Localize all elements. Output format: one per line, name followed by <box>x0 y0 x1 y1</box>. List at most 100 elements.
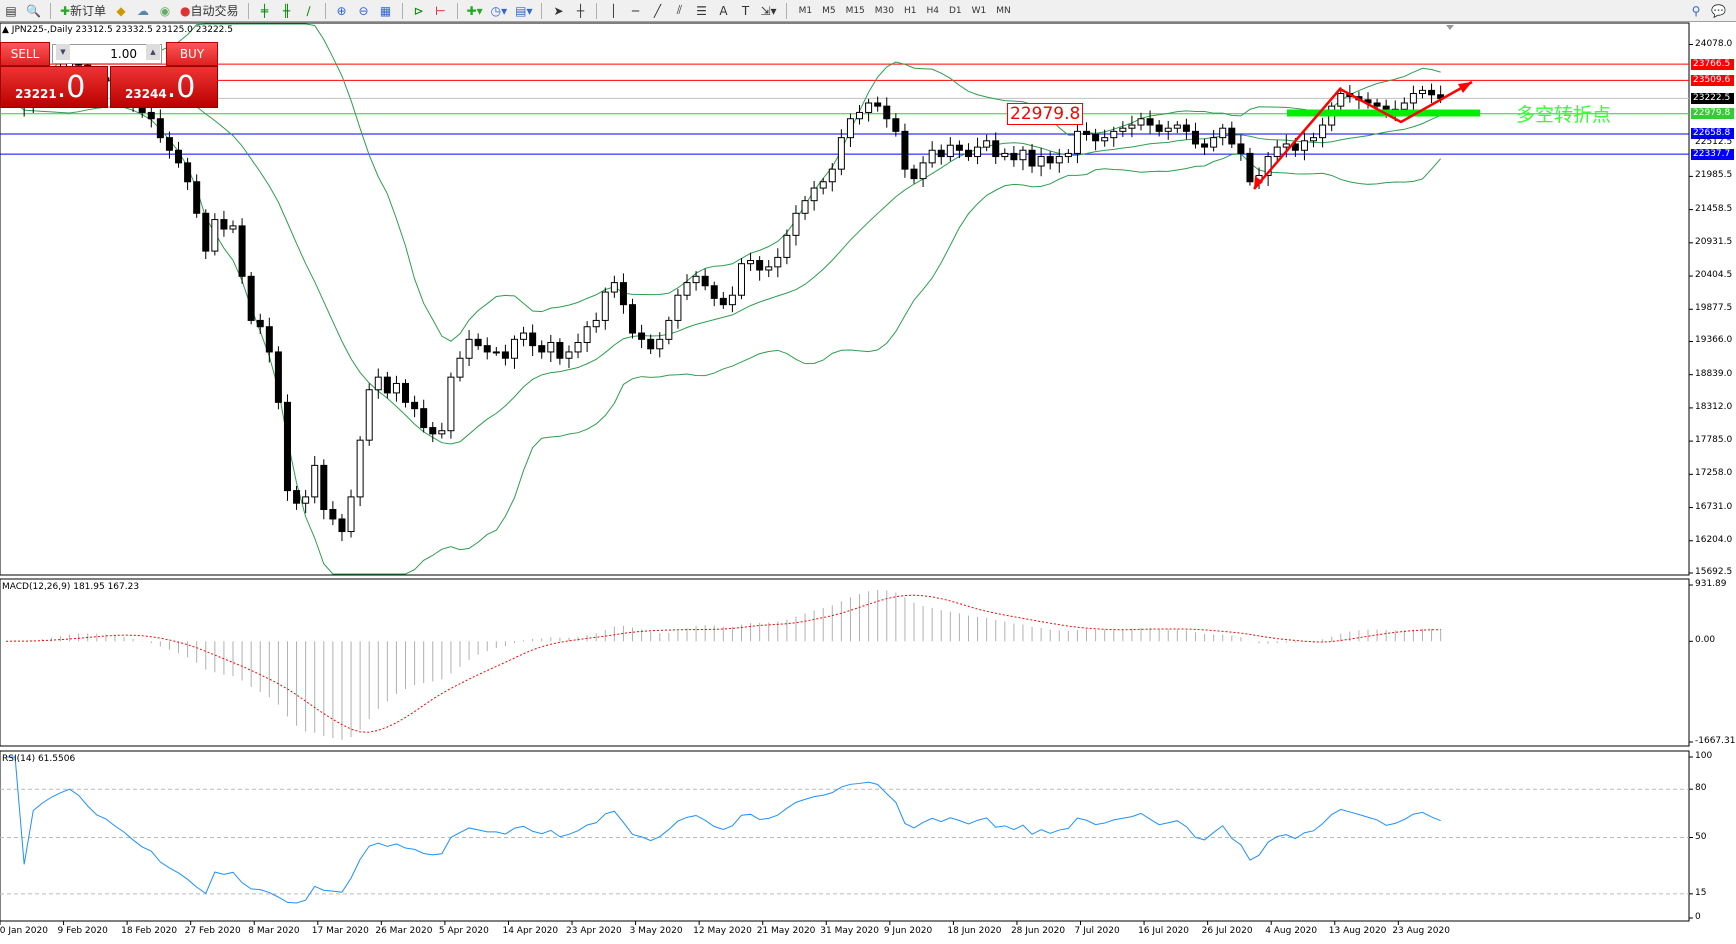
rsi-tick-label: 0 <box>1695 912 1701 922</box>
zoom-window-icon[interactable]: 🔍 <box>26 3 41 18</box>
auto-trading-icon: ● <box>180 3 191 18</box>
timeframe-w1[interactable]: W1 <box>971 5 987 16</box>
date-label: 5 Apr 2020 <box>438 926 489 936</box>
candle-chart-icon[interactable]: ╫ <box>282 3 291 18</box>
candle-bull <box>665 319 673 340</box>
divider <box>456 2 458 19</box>
candle-bull <box>683 282 691 296</box>
divider <box>596 2 598 19</box>
market-icon[interactable]: ☁ <box>137 3 150 18</box>
timeframe-m15[interactable]: M15 <box>845 5 865 16</box>
candle-bull <box>492 351 500 354</box>
price-tick-label: 18312.0 <box>1695 401 1733 412</box>
search-icon[interactable]: ⚲ <box>1691 3 1701 18</box>
annotation-price-label[interactable]: 22979.8 <box>1007 103 1084 125</box>
price-tick-label: 17785.0 <box>1695 435 1733 446</box>
rsi-line <box>6 756 1441 904</box>
timeframe-d1[interactable]: D1 <box>949 5 962 16</box>
candle-bear <box>501 351 509 359</box>
chat-icon[interactable]: 💬 <box>1711 3 1726 18</box>
candle-bear <box>293 490 301 504</box>
timeframe-h1[interactable]: H1 <box>904 5 917 16</box>
candle-bear <box>1182 124 1190 132</box>
chart-shift-icon[interactable]: ⊢ <box>435 3 446 18</box>
fibonacci-icon[interactable]: ☰ <box>696 3 707 18</box>
indicators-icon[interactable]: ✚▾ <box>466 3 483 18</box>
candle-bear <box>701 275 709 287</box>
candle-bull <box>365 389 373 441</box>
lot-increase-button[interactable]: ▲ <box>146 44 160 60</box>
price-tick-label: 15692.5 <box>1695 567 1733 577</box>
sell-button[interactable]: SELL <box>0 42 50 66</box>
lot-input[interactable]: 1.00 <box>52 44 162 64</box>
timeframe-h4[interactable]: H4 <box>926 5 940 16</box>
candle-bear <box>1028 149 1036 167</box>
candle-bear <box>320 464 328 511</box>
candle-bull <box>302 496 310 504</box>
zoom-out-icon[interactable]: ⊖ <box>358 3 369 18</box>
new-order-icon: ✚ <box>59 3 71 18</box>
tile-windows-icon[interactable]: ▦ <box>379 3 392 18</box>
metaeditor-icon[interactable]: ◆ <box>116 3 126 18</box>
signals-icon[interactable]: ◉ <box>159 3 171 18</box>
timeframe-m30[interactable]: M30 <box>874 5 894 16</box>
bar-chart-icon[interactable]: ╪ <box>260 3 269 18</box>
annotation-text[interactable]: 多空转折点 <box>1516 104 1612 126</box>
sell-price-button[interactable]: 23221.0 <box>0 66 108 108</box>
candle-bear <box>538 345 546 353</box>
crosshair-icon[interactable]: ┼ <box>576 3 585 18</box>
candle-bull <box>1264 156 1272 176</box>
trendline-icon[interactable]: ╱ <box>653 3 662 18</box>
line-chart-icon[interactable]: ∕ <box>306 3 311 18</box>
candle-bull <box>792 212 800 236</box>
timeframe-m1[interactable]: M1 <box>798 5 813 16</box>
candle-bear <box>1237 143 1245 154</box>
candle-bull <box>1310 137 1318 142</box>
vertical-line-icon[interactable]: │ <box>609 3 618 18</box>
buy-price-frac: .0 <box>166 70 196 105</box>
new-order-button[interactable]: ✚ 新订单 <box>58 2 108 20</box>
timeframe-mn[interactable]: MN <box>996 5 1011 16</box>
candle-bear <box>992 140 1000 158</box>
auto-scroll-icon[interactable]: ⊳ <box>413 3 424 18</box>
cursor-icon[interactable]: ➤ <box>553 3 564 18</box>
new-order-label: 新订单 <box>70 4 107 18</box>
candle-bull <box>765 266 773 271</box>
timeframe-bar: M1 M5 M15 M30 H1 H4 D1 W1 MN <box>794 6 1016 16</box>
candle-bull <box>356 439 364 498</box>
candle-bear <box>220 219 228 230</box>
buy-price-button[interactable]: 23244.0 <box>110 66 218 108</box>
new-chart-icon[interactable]: ▤ <box>5 3 17 18</box>
timeframe-m5[interactable]: M5 <box>822 5 836 16</box>
candle-bull <box>1073 130 1081 154</box>
level-price-tag: 23766.5 <box>1691 58 1734 70</box>
date-label: 18 Jun 2020 <box>947 926 1002 936</box>
date-label: 3 May 2020 <box>629 926 683 936</box>
candle-bull <box>737 263 745 296</box>
text-label-icon[interactable]: T <box>741 3 750 18</box>
horizontal-line-icon[interactable]: ─ <box>631 3 640 18</box>
bollinger-bands <box>5 23 1442 575</box>
buy-button[interactable]: BUY <box>166 42 218 66</box>
auto-trading-button[interactable]: ● 自动交易 <box>178 2 241 20</box>
date-label: 9 Jun 2020 <box>883 926 933 936</box>
candle-bull <box>1055 156 1063 164</box>
candle-bull <box>1219 127 1227 139</box>
periods-icon[interactable]: ◷▾ <box>490 3 508 18</box>
lot-decrease-button[interactable]: ▼ <box>56 44 70 60</box>
arrows-icon[interactable]: ⇲▾ <box>760 3 777 18</box>
text-icon[interactable]: A <box>719 3 728 18</box>
candle-bull <box>311 464 319 498</box>
candle-bear <box>1191 130 1199 145</box>
candle-bull <box>1164 127 1172 132</box>
sell-price-frac: .0 <box>56 70 86 105</box>
level-price-tag: 22337.7 <box>1691 148 1734 160</box>
zoom-in-icon[interactable]: ⊕ <box>336 3 347 18</box>
equidistant-channel-icon[interactable]: ⫽ <box>676 3 683 17</box>
candle-bear <box>483 345 491 353</box>
bollinger-middle-band <box>5 80 1441 445</box>
templates-icon[interactable]: ▤▾ <box>515 3 533 18</box>
one-click-trading-panel: SELL 1.00 ▼ ▲ BUY 23221.0 23244.0 <box>0 42 218 108</box>
candle-bear <box>964 149 972 158</box>
